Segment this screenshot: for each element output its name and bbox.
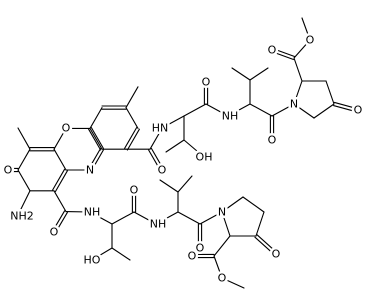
bond	[325, 80, 335, 105]
bond	[159, 179, 179, 193]
bond	[242, 196, 265, 213]
atom-label: O	[50, 226, 59, 239]
bond	[183, 103, 207, 117]
bond	[271, 47, 296, 58]
bond	[221, 277, 245, 289]
bond	[293, 80, 303, 105]
bonds	[3, 17, 357, 289]
bond	[53, 148, 67, 171]
bond	[149, 127, 163, 150]
atom-label: OH	[196, 151, 213, 164]
atom-label: O	[158, 164, 167, 177]
atom-label: O	[62, 122, 71, 135]
bond	[89, 127, 103, 150]
bond	[89, 211, 113, 225]
atom-label: NH	[222, 110, 239, 123]
bond	[301, 17, 311, 41]
bond	[54, 170, 68, 193]
bond	[227, 103, 251, 117]
atom-label: NH	[84, 206, 101, 219]
bond	[271, 103, 295, 117]
bond	[155, 211, 179, 225]
atom-labels: O N O NH2 O HN O OH NH O N O O O O NH O …	[1, 31, 365, 287]
bond	[221, 211, 231, 237]
bond	[125, 86, 139, 109]
atom-label: N	[218, 206, 226, 219]
bond	[270, 50, 295, 61]
bond	[213, 255, 223, 279]
atom-label: NH2	[10, 210, 34, 223]
atom-label: O	[218, 272, 227, 285]
bond	[90, 127, 104, 149]
bond	[91, 247, 113, 261]
bond	[124, 127, 138, 149]
atom-label: N	[86, 164, 94, 177]
bond	[254, 236, 276, 256]
bond	[54, 211, 68, 234]
atom-label: O	[196, 242, 205, 255]
atom-label: HN	[152, 122, 169, 135]
bond	[150, 147, 164, 170]
bond	[52, 168, 66, 191]
bond	[231, 67, 251, 81]
bond	[19, 190, 31, 212]
bond	[88, 128, 102, 151]
bond	[53, 190, 67, 213]
bond	[148, 149, 162, 172]
atom-label: O	[268, 44, 277, 57]
bond	[249, 103, 273, 117]
bond	[126, 128, 140, 151]
bond	[17, 169, 31, 192]
atom-label: O	[306, 34, 315, 47]
atom-label: O	[268, 134, 277, 147]
bond	[205, 103, 229, 117]
atom-label: O	[354, 104, 363, 117]
atom-label: O	[4, 164, 13, 177]
bond	[88, 147, 102, 170]
bond	[183, 139, 205, 158]
bond	[17, 148, 31, 171]
bond	[255, 211, 265, 237]
bond	[52, 210, 66, 232]
bond	[53, 127, 67, 150]
atom-label: NH	[150, 218, 167, 231]
bond	[333, 104, 357, 113]
bond	[125, 107, 139, 129]
bond	[249, 67, 269, 81]
atom-label: N	[290, 98, 298, 111]
bond	[177, 211, 201, 225]
atom-label: O	[272, 248, 281, 261]
bond	[111, 247, 131, 261]
bond	[199, 211, 223, 225]
bond	[133, 211, 157, 225]
bond	[313, 103, 335, 119]
bond	[256, 234, 278, 254]
atom-label: O	[130, 184, 139, 197]
bond	[221, 196, 244, 213]
bond	[17, 127, 31, 150]
bond	[333, 101, 357, 110]
bond	[177, 175, 193, 193]
atom-label: O	[188, 250, 197, 263]
bond	[165, 139, 185, 153]
bond	[90, 149, 104, 172]
bond	[89, 107, 103, 129]
bond	[161, 115, 185, 129]
atom-label: HO	[84, 254, 101, 267]
bond	[111, 211, 135, 225]
bond	[293, 39, 311, 59]
bond	[213, 235, 231, 257]
bond	[293, 103, 315, 119]
atom-label: O	[202, 76, 211, 89]
bond	[293, 57, 303, 82]
